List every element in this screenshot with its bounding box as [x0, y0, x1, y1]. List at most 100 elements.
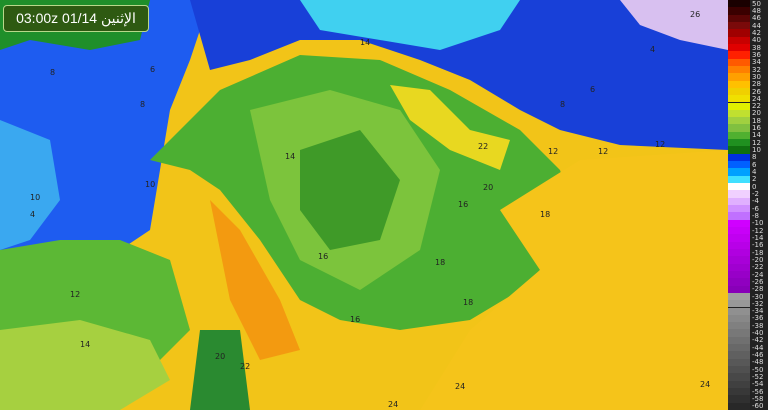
colorbar-entry: -10	[728, 219, 768, 227]
colorbar-label: -52	[752, 373, 764, 382]
contour-label: 6	[590, 85, 596, 94]
colorbar-entry: 26	[728, 88, 768, 96]
colorbar-label: -28	[752, 285, 764, 294]
colorbar-entry: 32	[728, 65, 768, 74]
colorbar-entry: 12	[728, 139, 768, 147]
colorbar-entry: 20	[728, 109, 768, 118]
colorbar-label: 4	[752, 168, 757, 177]
colorbar-swatch	[728, 73, 750, 81]
colorbar-entry: -36	[728, 314, 768, 323]
colorbar-label: 6	[752, 160, 757, 169]
colorbar-swatch	[728, 314, 750, 323]
contour-label: 16	[318, 252, 329, 261]
colorbar-swatch	[728, 329, 750, 337]
colorbar-entry: 38	[728, 43, 768, 52]
contour-label: 14	[80, 340, 91, 349]
colorbar-label: -20	[752, 255, 764, 264]
colorbar-swatch	[728, 0, 750, 8]
contour-label: 18	[435, 258, 446, 267]
colorbar-swatch	[728, 109, 750, 118]
colorbar-label: -40	[752, 329, 764, 338]
colorbar-label: -24	[752, 270, 764, 279]
colorbar-entry: -52	[728, 373, 768, 382]
colorbar-label: -30	[752, 292, 764, 301]
colorbar-swatch	[728, 51, 750, 59]
colorbar-label: 16	[752, 124, 761, 133]
colorbar-entry: 16	[728, 124, 768, 133]
colorbar-label: -56	[752, 387, 764, 396]
colorbar-entry: -26	[728, 277, 768, 286]
colorbar-swatch	[728, 336, 750, 345]
colorbar-label: -26	[752, 277, 764, 286]
contour-label: 16	[350, 315, 361, 324]
colorbar-swatch	[728, 366, 750, 374]
colorbar-swatch	[728, 402, 750, 410]
contour-label: 12	[548, 147, 559, 156]
colorbar-swatch	[728, 102, 750, 110]
contour-label: 6	[150, 65, 156, 74]
colorbar-swatch	[728, 300, 750, 308]
colorbar-entry: 24	[728, 94, 768, 103]
colorbar-swatch	[728, 21, 750, 30]
colorbar-swatch	[728, 190, 750, 198]
colorbar-label: -2	[752, 190, 759, 198]
day-text: الإثنين	[100, 10, 136, 26]
colorbar-swatch	[728, 212, 750, 220]
colorbar-swatch	[728, 344, 750, 352]
colorbar-swatch	[728, 7, 750, 15]
date-text: 01/14	[62, 10, 98, 26]
colorbar-label: -16	[752, 241, 764, 250]
contour-label: 20	[483, 183, 494, 192]
colorbar-swatch	[728, 29, 750, 37]
colorbar-swatch	[728, 285, 750, 293]
colorbar-label: 14	[752, 131, 761, 140]
contour-label: 22	[240, 362, 251, 371]
colorbar-label: -58	[752, 395, 764, 403]
colorbar-label: 32	[752, 65, 761, 74]
colorbar-swatch	[728, 183, 750, 191]
colorbar-entry: -28	[728, 285, 768, 294]
colorbar-swatch	[728, 322, 750, 330]
colorbar-entry: 28	[728, 80, 768, 89]
colorbar-entry: -34	[728, 307, 768, 315]
colorbar-entry: -32	[728, 300, 768, 308]
colorbar-entry: 46	[728, 14, 768, 23]
contour-label: 4	[30, 210, 36, 219]
colorbar-label: -18	[752, 248, 764, 257]
colorbar-entry: 14	[728, 131, 768, 140]
contour-label: 10	[145, 180, 156, 189]
colorbar-label: 2	[752, 175, 757, 184]
colorbar-label: 46	[752, 14, 761, 23]
colorbar-entry: 34	[728, 58, 768, 66]
colorbar-label: -42	[752, 336, 764, 345]
colorbar-entry: -8	[728, 211, 768, 220]
colorbar-label: -54	[752, 380, 764, 389]
colorbar-label: 24	[752, 94, 761, 103]
contour-label: 8	[50, 68, 56, 77]
colorbar-label: 0	[752, 182, 757, 191]
colorbar-label: -4	[752, 197, 759, 206]
colorbar-entry: -38	[728, 322, 768, 330]
colorbar-swatch	[728, 139, 750, 147]
contour-label: 14	[285, 152, 296, 161]
colorbar-entry: 30	[728, 73, 768, 81]
colorbar-swatch	[728, 241, 750, 249]
colorbar-entry: -40	[728, 329, 768, 338]
colorbar-label: 28	[752, 80, 761, 89]
colorbar-entry: 40	[728, 36, 768, 44]
colorbar-label: -60	[752, 402, 764, 410]
colorbar-label: 38	[752, 43, 761, 52]
colorbar-swatch	[728, 263, 750, 271]
colorbar-label: -44	[752, 343, 764, 352]
colorbar-label: -36	[752, 314, 764, 323]
colorbar-label: -48	[752, 358, 764, 367]
colorbar-entry: 36	[728, 51, 768, 59]
colorbar-label: -8	[752, 211, 759, 220]
colorbar-swatch	[728, 380, 750, 389]
colorbar-entry: 6	[728, 160, 768, 169]
colorbar-swatch	[728, 278, 750, 286]
colorbar-swatch	[728, 307, 750, 315]
colorbar-entry: -30	[728, 292, 768, 301]
colorbar-entry: 22	[728, 102, 768, 110]
colorbar-label: -22	[752, 263, 764, 272]
